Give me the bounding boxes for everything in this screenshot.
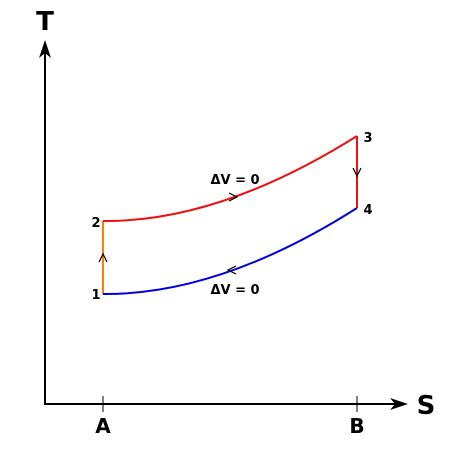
node-label: 2 (91, 216, 100, 231)
node-label: 1 (91, 288, 100, 303)
direction-arrow (226, 265, 237, 275)
y-axis-arrow (39, 40, 51, 58)
x-axis-label: S (417, 391, 436, 421)
node-label: 4 (363, 203, 372, 218)
process-2-3 (102, 135, 358, 223)
process-label: ΔV = 0 (210, 173, 259, 188)
y-axis-label: T (36, 7, 54, 37)
process-label: ΔV = 0 (210, 283, 259, 298)
x-axis-arrow (390, 398, 408, 410)
process-4-1 (102, 207, 358, 296)
direction-arrow (352, 167, 362, 178)
direction-arrow (228, 192, 239, 202)
node-label: 3 (363, 131, 372, 146)
x-tick-label: A (95, 414, 111, 438)
direction-arrow (98, 252, 108, 263)
x-tick-label: B (349, 414, 364, 438)
